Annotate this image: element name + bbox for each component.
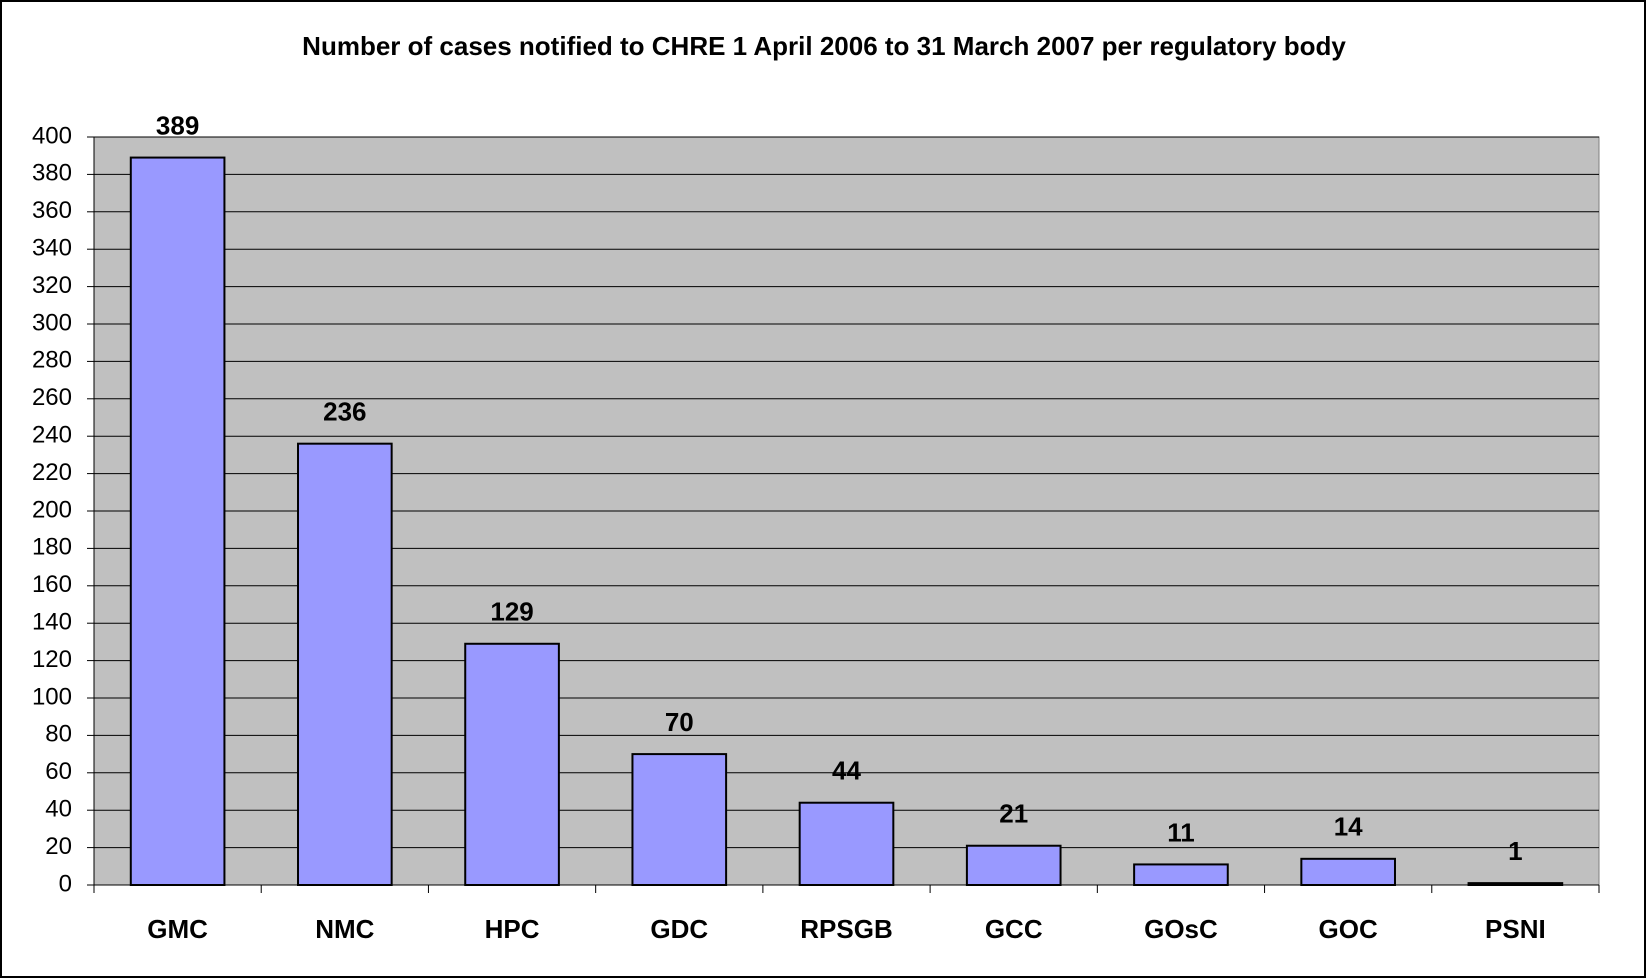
- bar: [965, 844, 1062, 886]
- y-tick-label: 320: [32, 272, 72, 299]
- bar: [464, 642, 560, 887]
- y-tick-label: 360: [32, 197, 72, 224]
- y-tick-label: 20: [45, 833, 72, 860]
- data-label: 236: [323, 397, 366, 427]
- y-tick-label: 60: [45, 758, 72, 785]
- bar: [1300, 857, 1396, 887]
- data-label: 14: [1334, 812, 1363, 842]
- y-tick-label: 120: [32, 646, 72, 673]
- y-tick-label: 300: [32, 309, 72, 336]
- data-label: 70: [665, 707, 694, 737]
- data-label: 44: [832, 756, 861, 786]
- x-tick-label: NMC: [315, 914, 374, 944]
- data-label: 129: [490, 597, 533, 627]
- x-tick-label: GDC: [650, 914, 708, 944]
- data-label: 1: [1508, 836, 1522, 866]
- bar: [631, 753, 728, 886]
- bar: [1467, 882, 1564, 887]
- y-tick-label: 260: [32, 384, 72, 411]
- y-tick-label: 240: [32, 422, 72, 449]
- x-tick-label: PSNI: [1485, 914, 1546, 944]
- y-tick-label: 280: [32, 347, 72, 374]
- data-label: 21: [999, 799, 1028, 829]
- y-tick-label: 140: [32, 609, 72, 636]
- y-tick-label: 180: [32, 534, 72, 561]
- y-tick-label: 340: [32, 235, 72, 262]
- data-label: 389: [156, 110, 199, 140]
- x-tick-label: GMC: [147, 914, 208, 944]
- y-tick-label: 160: [32, 571, 72, 598]
- y-tick-label: 40: [45, 796, 72, 823]
- bar: [129, 156, 226, 886]
- bar: [297, 442, 393, 886]
- y-tick-label: 220: [32, 459, 72, 486]
- x-tick-label: GOsC: [1144, 914, 1218, 944]
- bar: [798, 801, 895, 886]
- y-tick-label: 80: [45, 721, 72, 748]
- chart-title: Number of cases notified to CHRE 1 April…: [302, 31, 1346, 61]
- y-tick-label: 380: [32, 160, 72, 187]
- y-tick-label: 400: [32, 122, 72, 149]
- bar: [1133, 863, 1229, 886]
- y-tick-label: 100: [32, 683, 72, 710]
- x-tick-label: GOC: [1319, 914, 1378, 944]
- x-tick-label: HPC: [485, 914, 540, 944]
- data-label: 11: [1167, 817, 1195, 847]
- x-tick-label: RPSGB: [800, 914, 892, 944]
- y-tick-label: 200: [32, 496, 72, 523]
- y-tick-label: 0: [59, 870, 72, 897]
- x-tick-label: GCC: [985, 914, 1043, 944]
